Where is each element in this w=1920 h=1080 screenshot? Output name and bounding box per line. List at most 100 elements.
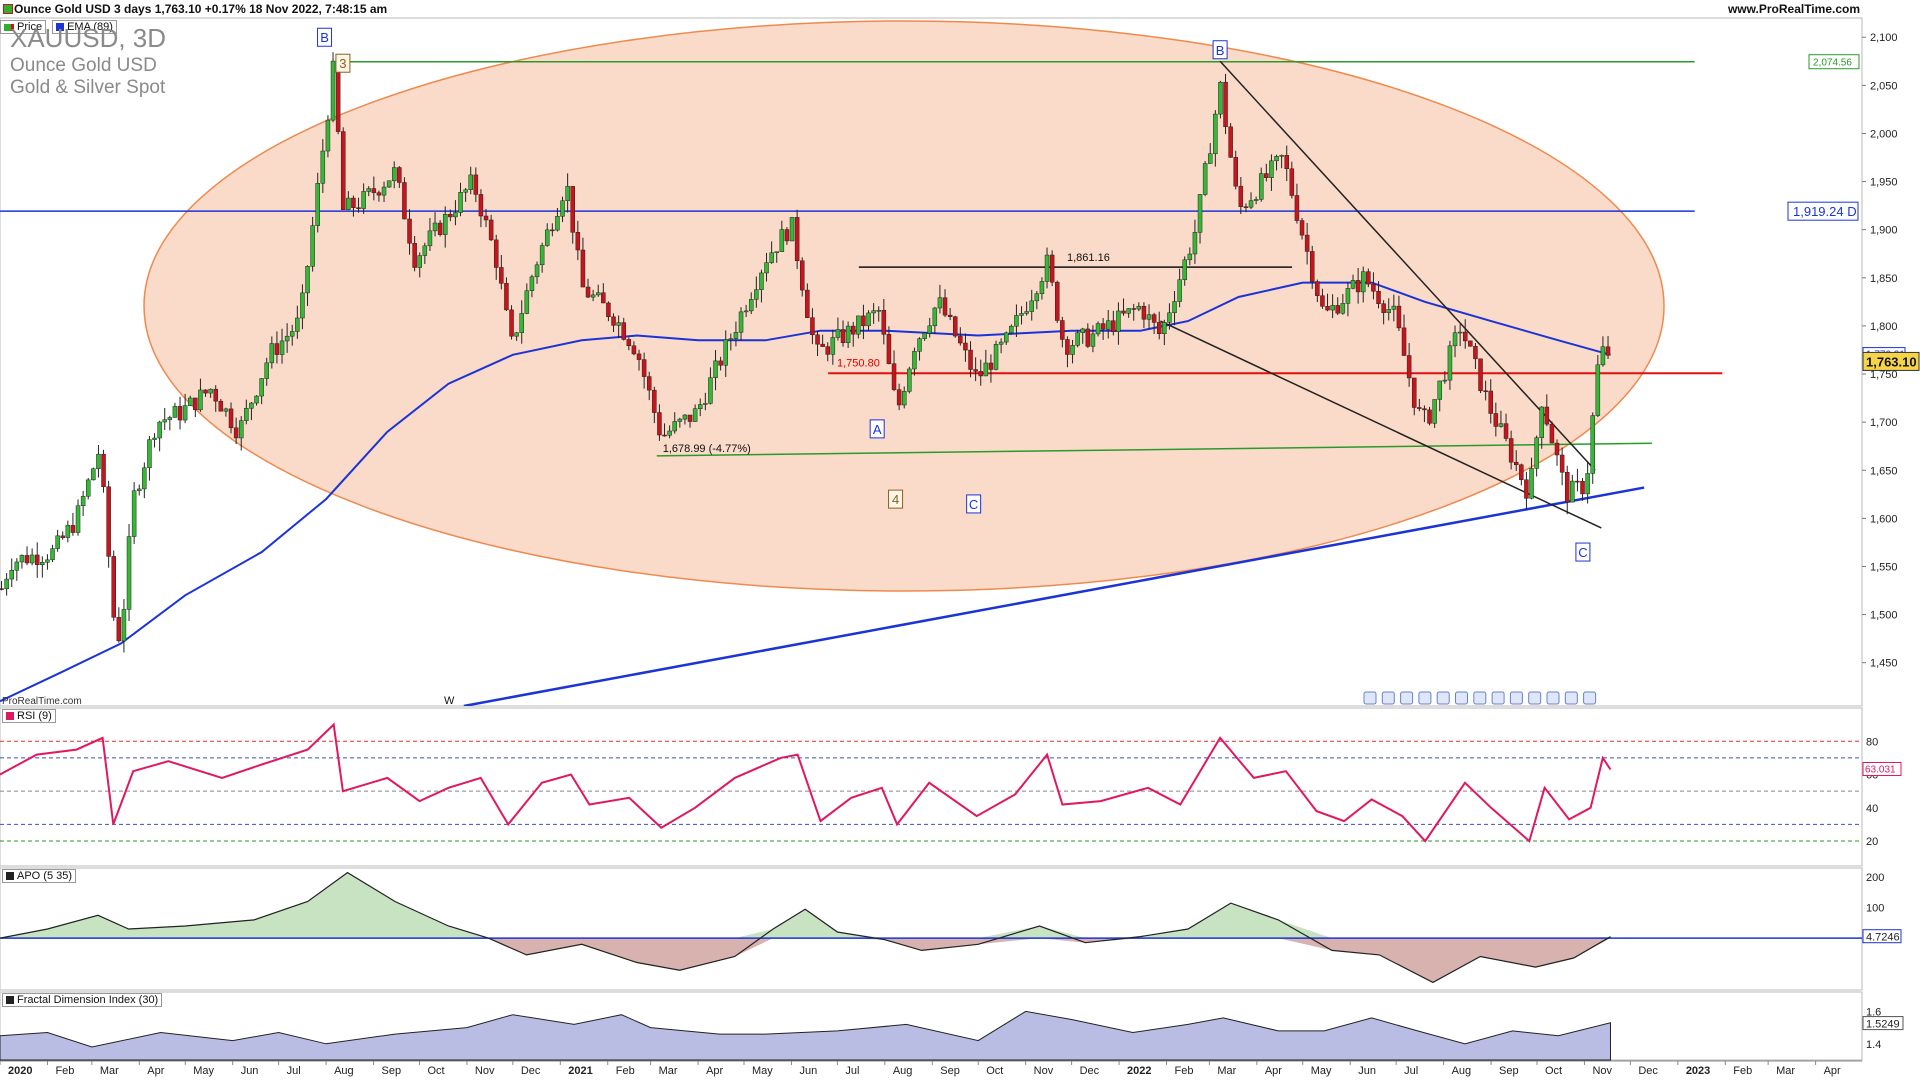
x-tick-label: Aug [1452,1065,1472,1077]
time-axis: 2020 Feb Mar Apr May Jun Jul Aug Sep Oct Nov Dec 202… [0,1060,1862,1077]
candle-up [835,329,841,338]
candle-down [1238,185,1244,207]
candle-up [1218,81,1223,115]
candle-down [621,322,626,340]
candle-down [1524,479,1529,499]
candle-down [1371,283,1376,292]
candle-down [1468,340,1473,347]
candle-down [1320,295,1325,307]
toolbar-icon[interactable] [1381,691,1395,705]
instrument-category: Gold & Silver Spot [10,77,166,98]
website-link[interactable]: www.ProRealTime.com [1727,2,1860,16]
candle-up [1192,232,1198,255]
candle-up [524,290,530,314]
candle-up [244,408,249,421]
x-tick-label: 2022 [1127,1065,1151,1077]
toolbar-icon[interactable] [1436,691,1450,705]
wave-label: C [969,497,978,512]
candle-down [213,388,218,402]
candle-up [1432,399,1437,424]
candle-down [952,316,958,337]
candle-up [590,294,596,298]
candle-down [662,434,667,437]
toolbar-icon[interactable] [1473,691,1487,705]
candle-down [478,194,484,217]
toolbar-icon[interactable] [1491,691,1505,705]
candle-up [157,421,162,439]
fdi-legend[interactable]: Fractal Dimension Index (30) [2,993,163,1007]
toolbar-icon[interactable] [1509,691,1523,705]
candle-down [1488,390,1493,414]
candle-down [228,408,234,429]
candle-up [560,200,565,217]
candle-down [580,249,586,288]
candle-down [1065,339,1070,355]
x-tick-label: Feb [1733,1065,1752,1077]
apo-tick-label: 200 [1866,872,1884,884]
x-tick-label: Mar [659,1065,678,1077]
candle-down [1243,206,1249,208]
y-tick-label: 1,800 [1870,321,1898,333]
x-tick-label: Mar [1217,1065,1236,1077]
candle-down [1299,220,1305,236]
candle-down [407,218,412,244]
candle-down [193,397,198,411]
candle-down [1309,251,1315,282]
candle-up [922,332,927,339]
candle-up [754,289,759,300]
wave-label-box [966,494,982,514]
candle-down [504,283,509,311]
candle-up [40,562,45,566]
candle-down [1580,481,1585,495]
candle-up [1136,305,1142,310]
legend-ema[interactable]: EMA (89) [52,20,117,34]
toolbar-icon[interactable] [1455,691,1468,705]
candle-down [1335,305,1340,314]
toolbar-icon[interactable] [1564,691,1578,705]
candle-down [1141,305,1147,320]
candle-up [4,578,9,590]
candle-down [70,525,76,533]
candle-up [1029,300,1034,312]
toolbar-icon[interactable] [1583,691,1597,705]
toolbar-icon[interactable] [1363,691,1377,705]
candle-down [626,339,632,347]
candle-down [1544,406,1550,425]
candle-up [534,264,540,278]
candle-down [101,453,106,488]
x-tick-label: May [752,1065,773,1077]
candle-up [789,217,795,242]
candle-up [1600,346,1606,366]
candle-down [233,427,239,439]
level-2074-box [1808,54,1860,70]
candle-down [483,215,489,221]
candle-down [1366,271,1371,285]
level-1919-box [1787,201,1859,221]
candle-down [896,389,902,406]
candle-down [687,414,693,422]
candle-up [330,60,336,121]
x-tick-label: 2023 [1686,1065,1710,1077]
wave-label: 3 [339,56,346,71]
candle-down [1355,280,1361,293]
candle-up [912,351,917,370]
rsi-panel: 8060402063.031 [0,707,1902,867]
candle-down [585,286,591,298]
apo-legend[interactable]: APO (5 35) [2,869,77,883]
fdi-panel: 1.61.5249 1.4 [0,991,1904,1061]
y-tick-label: 1,850 [1870,273,1898,285]
toolbar-icon[interactable] [1418,691,1432,705]
x-tick-label: 2020 [8,1065,32,1077]
legend-price[interactable]: Price [0,20,47,34]
apo-line [0,871,1611,984]
toolbar-icon[interactable] [1528,691,1542,705]
rsi-legend[interactable]: RSI (9) [2,709,56,723]
candle-up [1457,331,1463,334]
wave-label-box [335,53,351,73]
candle-down [1503,423,1509,439]
toolbar-icon[interactable] [1546,691,1560,705]
apo-title: APO (5 35) [17,870,73,882]
x-tick-label: Jul [845,1065,859,1077]
toolbar-icon[interactable] [1400,691,1414,705]
toolbar-icons[interactable] [1363,691,1597,705]
